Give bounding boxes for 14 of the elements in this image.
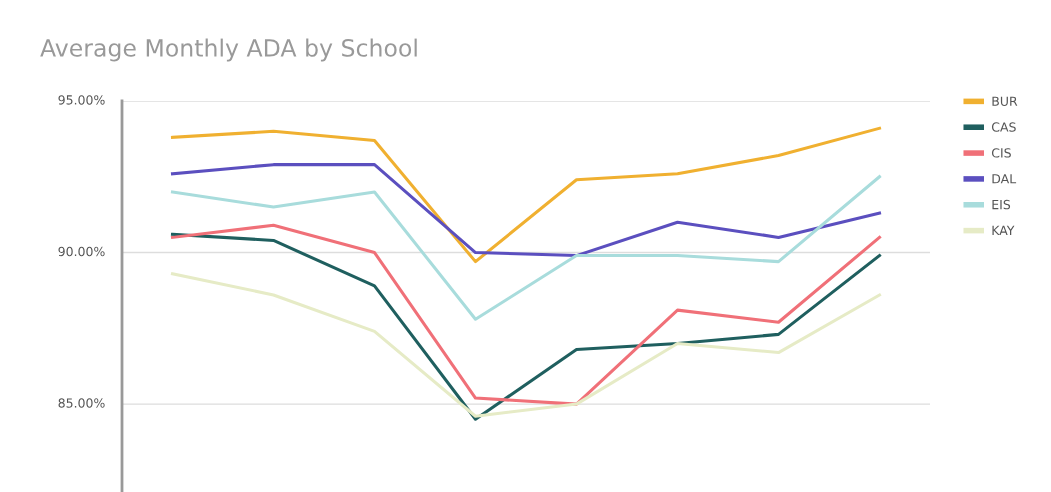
line-series	[170, 272, 882, 418]
legend-label: BUR	[992, 96, 1018, 106]
legend-label: EIS	[992, 199, 1011, 210]
chart-title: Average Monthly ADA by School	[40, 38, 417, 62]
line-series	[170, 175, 882, 321]
legend-label: CAS	[991, 122, 1016, 132]
legend-label: DAL	[992, 174, 1017, 184]
legend-label: CIS	[991, 148, 1011, 158]
legend-label: KAY	[992, 225, 1015, 235]
line-series	[170, 126, 882, 264]
line-series	[170, 163, 882, 258]
y-tick-label: 90.00%	[58, 246, 105, 257]
y-tick-label: 85.00%	[58, 398, 105, 408]
y-tick-label: 95.00%	[58, 95, 105, 105]
